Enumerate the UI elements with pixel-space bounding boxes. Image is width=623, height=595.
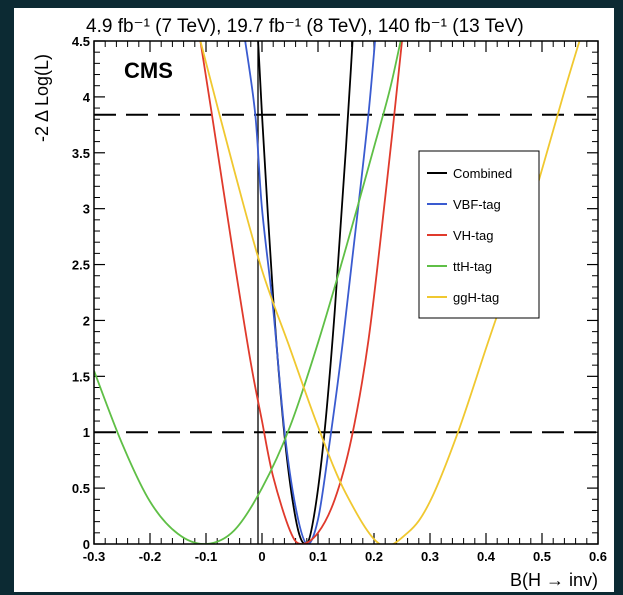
- y-tick-label: 2.5: [72, 258, 90, 273]
- cms-label: CMS: [124, 58, 173, 83]
- chart-frame: 4.9 fb⁻¹ (7 TeV), 19.7 fb⁻¹ (8 TeV), 140…: [14, 8, 614, 592]
- x-tick-label: 0.6: [589, 549, 607, 564]
- x-tick-label: -0.1: [195, 549, 217, 564]
- y-tick-label: 0.5: [72, 481, 90, 496]
- plot-frame: [93, 40, 599, 545]
- x-tick-label: 0.1: [309, 549, 327, 564]
- y-tick-label: 4.5: [72, 34, 90, 49]
- x-axis-label: B(H → inv): [510, 570, 598, 590]
- series-line-tth-tag: [94, 41, 402, 544]
- y-tick-label: 3.5: [72, 146, 90, 161]
- legend-entry-label: Combined: [453, 166, 512, 181]
- chart-title: 4.9 fb⁻¹ (7 TeV), 19.7 fb⁻¹ (8 TeV), 140…: [86, 16, 524, 37]
- x-tick-label: 0.5: [533, 549, 551, 564]
- series-line-vbf-tag: [244, 41, 376, 544]
- y-tick-label: 3: [83, 202, 90, 217]
- legend: Combined VBF-tag VH-tag ttH-tag ggH-tag: [418, 150, 540, 319]
- legend-entry-label: ttH-tag: [453, 259, 492, 274]
- y-axis-label: -2 Δ Log(L): [32, 54, 52, 142]
- x-tick-label: -0.3: [83, 549, 105, 564]
- legend-entry-label: VH-tag: [453, 228, 493, 243]
- legend-entry-label: VBF-tag: [453, 197, 501, 212]
- y-tick-label: 4: [83, 90, 91, 105]
- likelihood-scan-chart: 4.9 fb⁻¹ (7 TeV), 19.7 fb⁻¹ (8 TeV), 140…: [32, 16, 607, 590]
- y-tick-label: 2: [83, 313, 90, 328]
- legend-entry-label: ggH-tag: [453, 290, 499, 305]
- y-tick-label: 1.5: [72, 369, 90, 384]
- x-tick-label: -0.2: [139, 549, 161, 564]
- x-tick-label: 0: [258, 549, 265, 564]
- x-tick-label: 0.4: [477, 549, 496, 564]
- x-tick-label: 0.2: [365, 549, 383, 564]
- y-tick-label: 0: [83, 537, 90, 552]
- x-tick-label: 0.3: [421, 549, 439, 564]
- series-line-vh-tag: [199, 41, 403, 544]
- series-line-combined: [257, 41, 354, 544]
- y-tick-label: 1: [83, 425, 90, 440]
